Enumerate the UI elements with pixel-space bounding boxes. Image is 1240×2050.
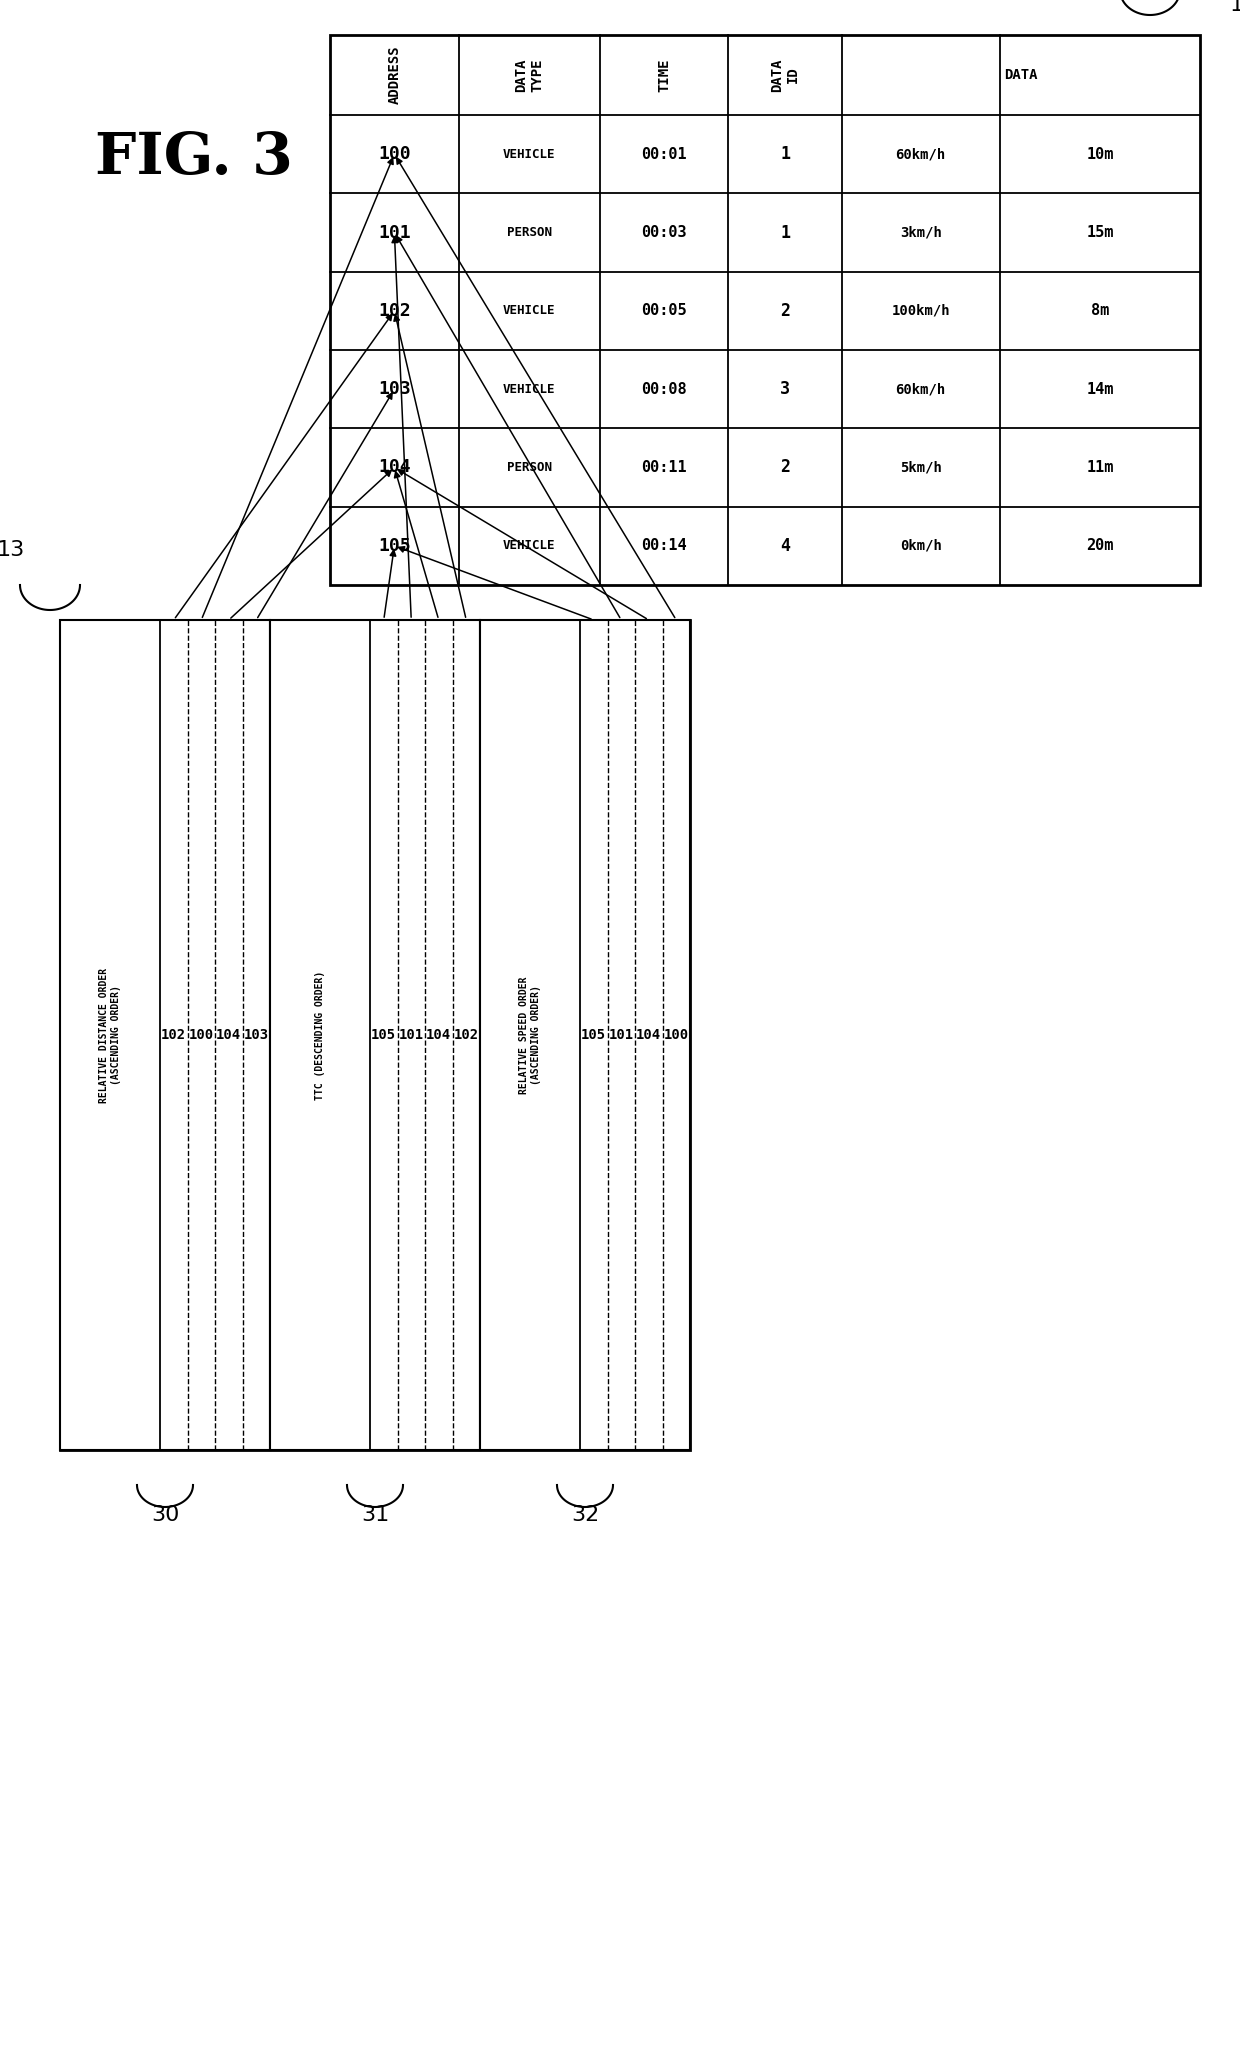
Text: 104: 104: [427, 1027, 451, 1041]
Text: 101: 101: [399, 1027, 424, 1041]
Text: 20m: 20m: [1086, 539, 1114, 554]
Text: 102: 102: [378, 301, 410, 320]
Text: 101: 101: [378, 223, 410, 242]
Bar: [60, 619, 270, 1449]
Text: PERSON: PERSON: [507, 461, 552, 474]
Text: 103: 103: [378, 379, 410, 398]
Text: 60km/h: 60km/h: [895, 148, 946, 162]
Text: 105: 105: [371, 1027, 397, 1041]
Text: VEHICLE: VEHICLE: [503, 303, 556, 318]
Text: 104: 104: [216, 1027, 242, 1041]
Text: 00:14: 00:14: [641, 539, 687, 554]
Text: 00:05: 00:05: [641, 303, 687, 318]
Text: 3: 3: [780, 379, 790, 398]
Text: RELATIVE SPEED ORDER
(ASCENDING ORDER): RELATIVE SPEED ORDER (ASCENDING ORDER): [520, 976, 541, 1095]
Text: 30: 30: [151, 1505, 180, 1525]
Text: TTC (DESCENDING ORDER): TTC (DESCENDING ORDER): [315, 970, 325, 1099]
Text: 14: 14: [1230, 0, 1240, 14]
Text: 101: 101: [609, 1027, 634, 1041]
Text: 8m: 8m: [1091, 303, 1109, 318]
Text: 1: 1: [780, 223, 790, 242]
Text: 14m: 14m: [1086, 381, 1114, 396]
Text: 00:01: 00:01: [641, 148, 687, 162]
Text: 13: 13: [0, 539, 25, 560]
Text: 1: 1: [780, 146, 790, 164]
Text: 32: 32: [570, 1505, 599, 1525]
Text: 104: 104: [636, 1027, 661, 1041]
Text: DATA: DATA: [1004, 68, 1038, 82]
Text: 104: 104: [378, 459, 410, 476]
Text: 5km/h: 5km/h: [900, 461, 941, 474]
Text: 2: 2: [780, 301, 790, 320]
Text: 100km/h: 100km/h: [892, 303, 950, 318]
Bar: [330, 35, 1200, 584]
Bar: [480, 619, 689, 1449]
Text: 31: 31: [361, 1505, 389, 1525]
Text: VEHICLE: VEHICLE: [503, 539, 556, 551]
Bar: [270, 619, 480, 1449]
Text: 100: 100: [663, 1027, 688, 1041]
Text: 15m: 15m: [1086, 226, 1114, 240]
Text: 105: 105: [582, 1027, 606, 1041]
Text: 100: 100: [378, 146, 410, 164]
Text: 00:03: 00:03: [641, 226, 687, 240]
Text: 11m: 11m: [1086, 459, 1114, 476]
Text: VEHICLE: VEHICLE: [503, 383, 556, 396]
Text: 10m: 10m: [1086, 148, 1114, 162]
Text: ADDRESS: ADDRESS: [387, 45, 402, 105]
Text: FIG. 3: FIG. 3: [95, 129, 293, 187]
Text: 0km/h: 0km/h: [900, 539, 941, 554]
Text: 2: 2: [780, 459, 790, 476]
Text: PERSON: PERSON: [507, 226, 552, 240]
Text: TIME: TIME: [657, 57, 671, 92]
Text: 3km/h: 3km/h: [900, 226, 941, 240]
Text: 4: 4: [780, 537, 790, 556]
Text: 100: 100: [188, 1027, 213, 1041]
Text: 103: 103: [244, 1027, 269, 1041]
Text: 102: 102: [454, 1027, 479, 1041]
Text: 00:11: 00:11: [641, 459, 687, 476]
Text: 105: 105: [378, 537, 410, 556]
Text: 102: 102: [161, 1027, 186, 1041]
Text: 60km/h: 60km/h: [895, 381, 946, 396]
Text: 00:08: 00:08: [641, 381, 687, 396]
Text: DATA
TYPE: DATA TYPE: [515, 57, 544, 92]
Bar: [60, 619, 689, 1449]
Text: VEHICLE: VEHICLE: [503, 148, 556, 160]
Text: DATA
ID: DATA ID: [770, 57, 800, 92]
Text: RELATIVE DISTANCE ORDER
(ASCENDING ORDER): RELATIVE DISTANCE ORDER (ASCENDING ORDER…: [99, 968, 120, 1103]
